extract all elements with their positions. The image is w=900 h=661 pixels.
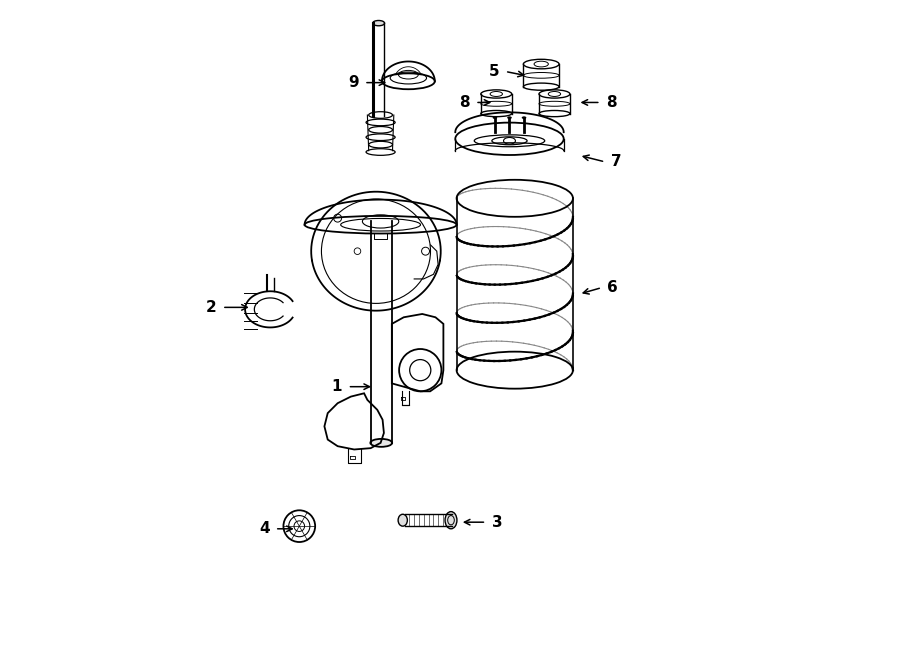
Text: 1: 1	[332, 379, 342, 394]
Text: 8: 8	[606, 95, 616, 110]
Text: 6: 6	[608, 280, 618, 295]
Ellipse shape	[522, 116, 526, 119]
Ellipse shape	[373, 20, 384, 26]
Ellipse shape	[445, 512, 457, 529]
Text: 3: 3	[491, 515, 502, 529]
Text: 7: 7	[610, 155, 621, 169]
Text: 4: 4	[259, 522, 269, 536]
Text: 9: 9	[348, 75, 359, 90]
Text: 5: 5	[489, 64, 500, 79]
Ellipse shape	[492, 116, 498, 119]
Text: 8: 8	[459, 95, 470, 110]
Ellipse shape	[508, 116, 512, 119]
Ellipse shape	[398, 514, 408, 526]
Ellipse shape	[370, 439, 392, 447]
Text: 2: 2	[206, 300, 217, 315]
